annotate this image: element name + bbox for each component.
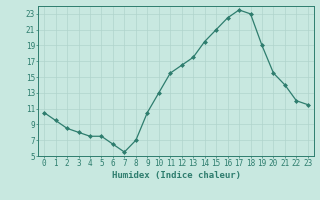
X-axis label: Humidex (Indice chaleur): Humidex (Indice chaleur): [111, 171, 241, 180]
